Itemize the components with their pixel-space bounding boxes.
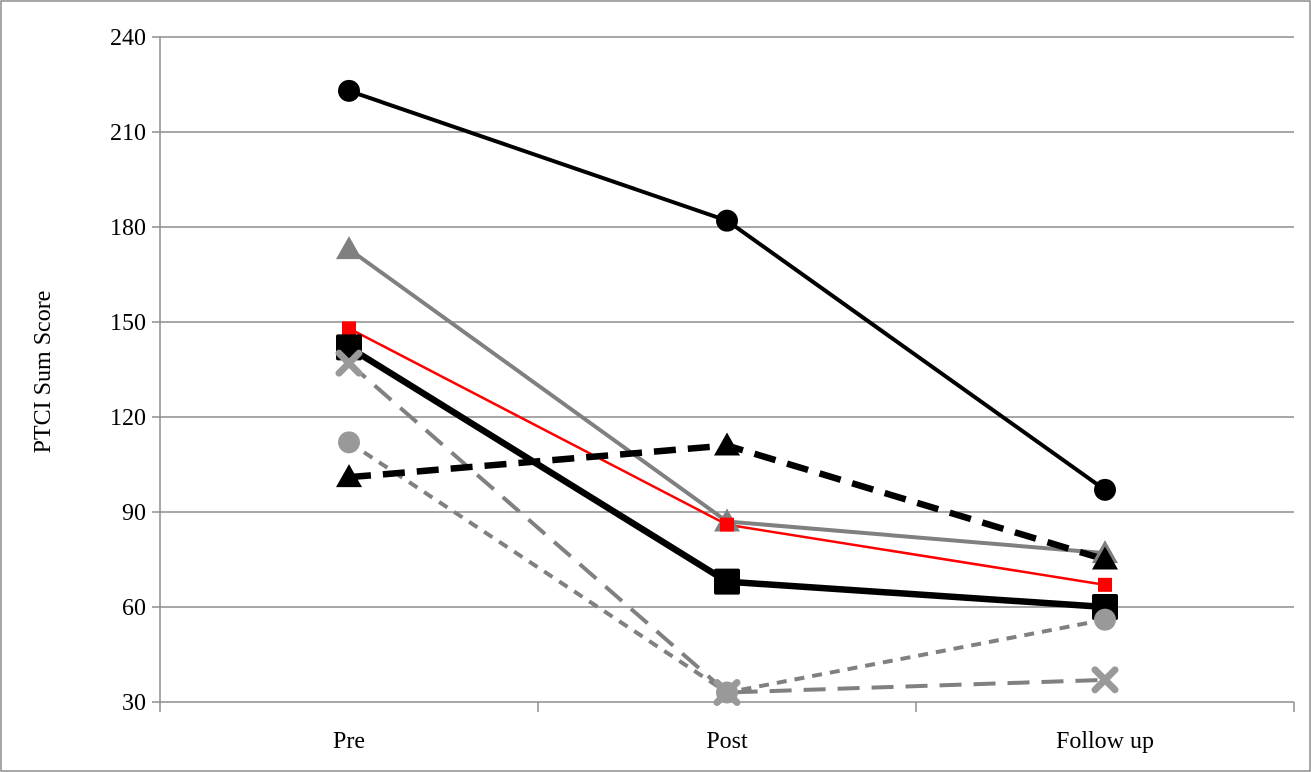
y-tick-label: 30 bbox=[122, 690, 146, 716]
series-lines bbox=[347, 88, 1107, 695]
y-tick-label: 240 bbox=[110, 25, 146, 51]
data-point bbox=[720, 517, 734, 532]
tick-labels: 30 60 90 120 150 180 210 240 Pre Post Follow up bbox=[110, 25, 1154, 754]
x-tick-label: Pre bbox=[333, 728, 365, 754]
series-line-1 bbox=[348, 88, 1107, 492]
data-point bbox=[1094, 608, 1116, 631]
y-axis-title: PTCI Sum Score bbox=[30, 291, 56, 454]
y-tick-label: 120 bbox=[110, 405, 146, 431]
data-point-stroke bbox=[335, 349, 363, 377]
data-point bbox=[1092, 546, 1118, 570]
y-tick-label: 90 bbox=[122, 500, 146, 526]
y-tick-label: 60 bbox=[122, 595, 146, 621]
data-point bbox=[716, 681, 738, 704]
data-point bbox=[714, 568, 740, 595]
data-point bbox=[338, 79, 360, 102]
data-point bbox=[342, 321, 356, 336]
x-tick-label: Post bbox=[706, 728, 748, 754]
data-point bbox=[1094, 478, 1116, 501]
series-line-2 bbox=[347, 247, 1106, 556]
data-point bbox=[338, 431, 360, 454]
axes bbox=[152, 36, 1295, 712]
data-point bbox=[335, 349, 363, 377]
data-point bbox=[336, 236, 362, 260]
data-point bbox=[1098, 577, 1112, 592]
data-point bbox=[336, 464, 362, 488]
data-point-stroke bbox=[1091, 666, 1119, 694]
series-markers bbox=[335, 79, 1119, 706]
data-point bbox=[1091, 666, 1119, 694]
data-point bbox=[714, 432, 740, 456]
y-tick-label: 150 bbox=[110, 310, 146, 336]
y-tick-label: 180 bbox=[110, 215, 146, 241]
x-tick-label: Follow up bbox=[1056, 728, 1154, 754]
series-line-5 bbox=[347, 361, 1106, 695]
data-point bbox=[716, 209, 738, 232]
series-line-3 bbox=[348, 327, 1106, 587]
y-tick-label: 210 bbox=[110, 120, 146, 146]
